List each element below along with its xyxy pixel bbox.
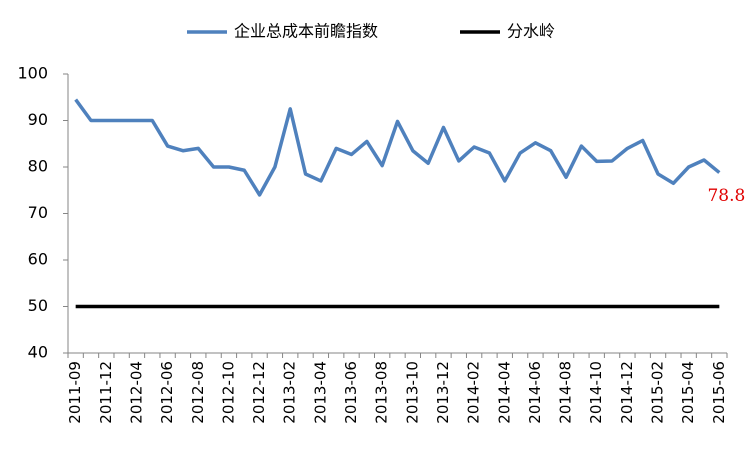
x-tick-label: 2014-08 — [557, 361, 575, 424]
x-tick-label: 2014-02 — [465, 361, 483, 424]
y-tick-label: 40 — [28, 343, 48, 362]
x-tick-label: 2013-10 — [403, 361, 421, 424]
x-tick-label: 2014-06 — [526, 361, 544, 424]
x-tick-label: 2015-04 — [679, 361, 697, 424]
x-tick-label: 2015-06 — [710, 361, 728, 424]
y-tick-label: 100 — [17, 64, 48, 83]
y-tick-label: 80 — [28, 157, 48, 176]
x-tick-label: 2011-09 — [66, 361, 84, 424]
x-tick-label: 2011-12 — [97, 361, 115, 424]
x-tick-label: 2013-12 — [434, 361, 452, 424]
y-tick-label: 70 — [28, 203, 48, 222]
x-tick-label: 2012-04 — [127, 361, 145, 424]
x-tick-label: 2014-10 — [587, 361, 605, 424]
x-tick-label: 2014-12 — [618, 361, 636, 424]
x-tick-label: 2014-04 — [495, 361, 513, 424]
legend-label: 企业总成本前瞻指数 — [234, 22, 378, 41]
data-label: 78.8 — [707, 186, 745, 206]
x-tick-label: 2013-04 — [311, 361, 329, 424]
x-tick-label: 2013-08 — [373, 361, 391, 424]
x-tick-label: 2012-06 — [158, 361, 176, 424]
legend-label: 分水岭 — [507, 22, 555, 41]
x-tick-label: 2015-02 — [649, 361, 667, 424]
x-tick-label: 2012-10 — [219, 361, 237, 424]
series-line — [74, 98, 721, 197]
x-tick-label: 2013-02 — [281, 361, 299, 424]
y-tick-label: 60 — [28, 250, 48, 269]
x-tick-label: 2012-08 — [189, 361, 207, 424]
y-tick-label: 50 — [28, 296, 48, 315]
x-tick-label: 2013-06 — [342, 361, 360, 424]
x-tick-label: 2012-12 — [250, 361, 268, 424]
y-tick-label: 90 — [28, 110, 48, 129]
